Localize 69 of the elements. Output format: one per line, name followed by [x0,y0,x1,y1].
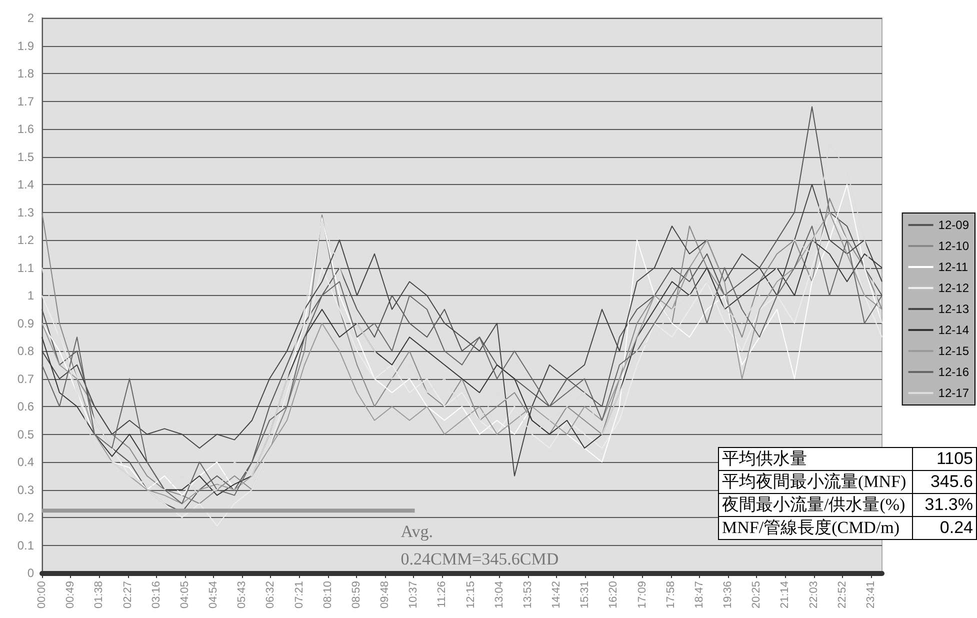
x-tick-label: 08:10 [322,581,334,609]
y-tick-label: 0.7 [17,372,34,386]
y-tick-label: 0.8 [17,344,34,358]
legend-label: 12-14 [938,323,970,337]
y-tick-label: 1.4 [17,178,34,192]
x-tick-label: 04:05 [178,581,191,609]
x-tick-label: 13:04 [493,581,506,609]
legend-label: 12-16 [938,365,970,379]
x-tick-label: 22:52 [836,581,848,609]
x-tick-label: 20:25 [750,581,763,609]
x-tick-label: 16:20 [608,581,620,609]
legend-label: 12-12 [938,281,970,295]
text: 0.24 [912,516,976,540]
x-tick-label: 17:58 [664,581,677,609]
x-tick-label: 19:36 [722,581,734,609]
x-tick-label: 15:31 [579,581,592,609]
x-tick-label: 00:00 [36,581,48,609]
x-tick-label: 09:48 [379,581,391,609]
y-tick-label: 1.6 [17,122,34,136]
y-tick-label: 1.5 [17,150,34,164]
y-tick-label: 1 [27,288,34,302]
annotation: 平均供水量 [718,448,913,470]
y-tick-label: 1.9 [17,38,34,53]
x-tick-label: 17:09 [636,581,648,609]
x-tick-label: 11:26 [436,581,448,608]
y-tick-label: 0.3 [17,482,34,497]
legend-label: 12-17 [938,386,970,400]
legend-label: 12-09 [938,218,970,232]
y-tick-label: 0.6 [17,400,34,414]
x-tick-label: 21:14 [779,581,792,609]
x-tick-label: 05:43 [236,581,248,609]
x-tick-label: 01:38 [93,581,106,609]
x-tick-label: 06:32 [264,581,277,609]
text: 345.6 [912,470,976,494]
x-tick-label: 23:41 [864,581,877,609]
x-tick-label: 07:21 [293,581,306,609]
x-tick-label: 04:54 [208,581,220,609]
x-tick-label: 00:49 [64,581,77,609]
annotation: 夜間最小流量/供水量(%) [718,494,913,516]
legend-label: 12-13 [938,302,970,316]
x-tick-label: 10:37 [408,581,420,609]
legend-label: 12-10 [938,239,970,253]
y-tick-label: 0 [27,566,34,580]
y-tick-label: 0.2 [17,510,34,524]
x-tick-label: 14:42 [550,581,562,609]
y-tick-label: 1.2 [17,233,34,247]
y-tick-label: 2 [27,11,34,25]
y-tick-label: 0.5 [17,427,34,442]
y-tick-label: 1.8 [17,66,34,80]
annotation: 平均夜間最小流量(MNF) [718,470,913,494]
y-tick-label: 1.1 [17,260,34,275]
x-tick-label: 03:16 [150,581,162,609]
x-tick-label: 22:03 [808,581,820,609]
legend-label: 12-15 [938,344,970,358]
y-tick-label: 1.3 [17,205,34,220]
x-tick-label: 08:59 [350,581,362,609]
y-tick-label: 0.4 [17,455,34,469]
annotation: MNF/管線長度(CMD/m) [718,516,913,540]
text: 31.3% [912,494,976,516]
y-tick-label: 1.7 [17,94,34,108]
legend-label: 12-11 [938,260,968,274]
x-tick-label: 02:27 [122,581,134,609]
x-tick-label: 13:53 [522,581,534,609]
text: 1105 [912,448,976,470]
x-tick-label: 12:15 [464,581,477,609]
y-tick-label: 0.9 [17,316,34,330]
annotation: Avg. 0.24CMM=345.6CMD [400,522,559,569]
y-tick-label: 0.1 [17,538,34,552]
x-tick-label: 18:47 [693,581,706,609]
